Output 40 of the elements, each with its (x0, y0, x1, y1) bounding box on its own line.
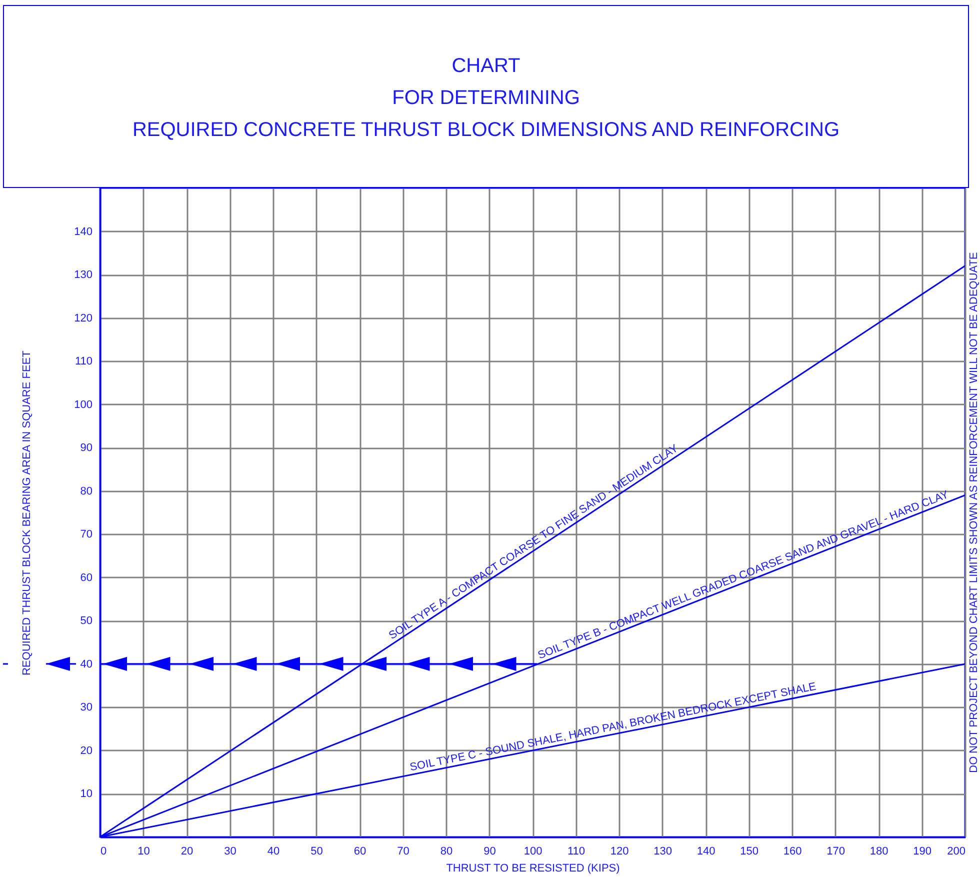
y-tick-label: 100 (74, 398, 92, 411)
y-tick-label: 20 (80, 744, 92, 757)
y-tick-label: 120 (74, 312, 92, 324)
x-tick-label: 0 (100, 846, 107, 858)
x-tick-label: 50 (310, 846, 323, 858)
y-tick-label: 140 (74, 226, 92, 238)
x-tick-label: 150 (740, 846, 758, 858)
x-tick-label: 130 (654, 846, 672, 858)
y-tick-label: 70 (80, 528, 92, 541)
y-tick-label: 90 (80, 442, 92, 454)
x-tick-label: 20 (180, 846, 194, 858)
x-tick-label: 190 (913, 846, 932, 858)
x-tick-label: 200 (947, 846, 966, 858)
x-tick-label: 40 (267, 846, 280, 858)
x-tick-label: 140 (696, 846, 716, 858)
x-tick-label: 30 (224, 846, 236, 858)
y-tick-label: 60 (80, 572, 92, 584)
x-tick-label: 180 (870, 846, 888, 858)
x-tick-label: 70 (397, 846, 410, 858)
x-tick-label: 170 (826, 846, 845, 858)
x-axis-title: THRUST TO BE RESISTED (KIPS) (446, 862, 620, 874)
x-tick-label: 80 (440, 846, 453, 858)
y-tick-label: 130 (74, 269, 92, 282)
y-tick-label: 50 (80, 615, 92, 628)
x-tick-label: 110 (567, 846, 586, 858)
x-tick-label: 160 (783, 846, 802, 858)
y-tick-label: 110 (74, 356, 92, 368)
text: DO NOT PROJECT BEYOND CHART LIMITS SHOWN AS REINFORCEMENT WILL NOT BE ADEQUATE (968, 252, 980, 773)
y-tick-label: 10 (80, 788, 92, 800)
y-tick-label: 30 (80, 702, 92, 714)
x-tick-label: 10 (138, 846, 150, 858)
legend-label: SOIL TYPE C - SOUND SHALE, HARD PAN, BROKEN BEDROCK EXCEPT SHALE (408, 680, 818, 774)
x-tick-label: 120 (610, 846, 629, 858)
y-tick-label: 40 (80, 658, 92, 670)
x-tick-label: 60 (354, 846, 366, 858)
x-tick-label: 90 (484, 846, 496, 858)
x-tick-label: 100 (524, 846, 542, 858)
y-axis-title: REQUIRED THRUST BLOCK BEARING AREA IN SQUARE FEET (21, 350, 34, 676)
y-tick-label: 80 (80, 485, 92, 498)
chart-title: CHART FOR DETERMINING REQUIRED CONCRETE THRUST BLOCK DIMENSIONS AND REINFORCING (131, 54, 841, 143)
